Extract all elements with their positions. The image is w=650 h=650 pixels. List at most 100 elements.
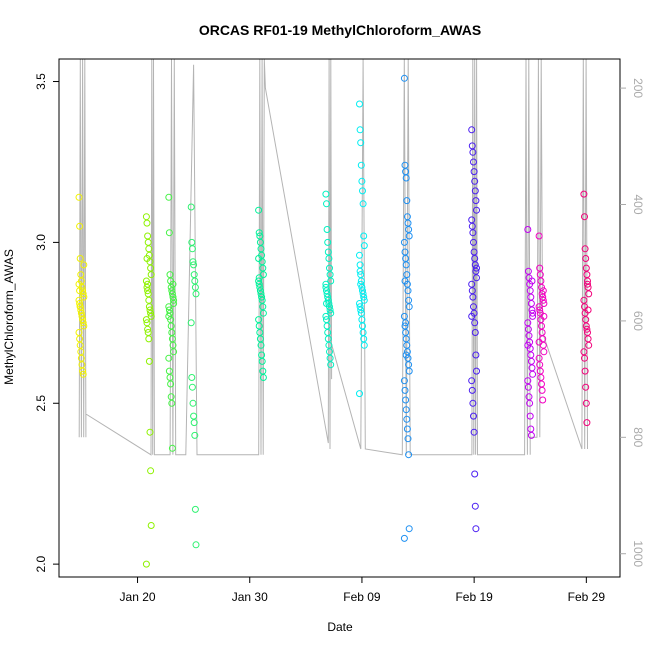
data-point <box>402 396 410 404</box>
data-point <box>79 370 87 378</box>
data-point <box>356 100 363 108</box>
data-point <box>540 348 548 356</box>
series-rf05 <box>255 206 267 381</box>
data-point <box>360 232 368 240</box>
data-point <box>324 293 332 301</box>
data-point <box>524 341 532 349</box>
data-point <box>77 306 85 314</box>
data-point <box>402 406 410 414</box>
altitude-tick-label: 400 <box>631 194 645 214</box>
data-point <box>190 419 198 427</box>
data-point <box>143 319 151 327</box>
data-point <box>76 255 84 262</box>
data-point <box>146 306 154 314</box>
data-point <box>75 193 83 201</box>
data-point <box>187 319 195 327</box>
data-point <box>76 303 84 311</box>
data-point <box>401 386 409 394</box>
data-point <box>471 187 479 195</box>
series-rf04 <box>187 203 200 549</box>
data-point <box>468 386 476 394</box>
data-point <box>471 470 479 478</box>
data-point <box>189 399 197 407</box>
altitude-tick-label: 1000 <box>631 540 645 567</box>
data-point <box>167 380 175 388</box>
data-point <box>405 226 413 233</box>
data-point <box>190 412 198 420</box>
y-tick-label: 3.5 <box>34 73 48 90</box>
data-point <box>169 341 177 349</box>
series-rf07 <box>356 100 368 398</box>
data-point <box>323 290 331 298</box>
data-points <box>75 74 593 568</box>
series-rf12 <box>580 190 593 427</box>
data-point <box>359 287 366 295</box>
data-point <box>167 393 175 401</box>
data-point <box>327 277 335 285</box>
data-point <box>76 300 84 307</box>
data-point <box>188 245 196 253</box>
data-point <box>356 251 363 259</box>
data-point <box>144 325 152 333</box>
data-point <box>472 197 480 205</box>
data-point <box>75 296 83 304</box>
data-point <box>403 425 411 433</box>
data-point <box>403 415 411 423</box>
data-point <box>147 312 155 320</box>
data-point <box>535 338 543 346</box>
data-point <box>255 274 263 282</box>
data-point <box>147 264 155 272</box>
x-tick-label: Feb 29 <box>568 590 606 604</box>
data-point <box>400 74 408 82</box>
data-point <box>143 219 151 227</box>
data-point <box>79 319 87 327</box>
data-point <box>145 303 153 311</box>
x-tick-label: Jan 30 <box>232 590 268 604</box>
data-point <box>401 248 409 256</box>
data-point <box>470 428 478 436</box>
data-point <box>170 296 178 304</box>
data-point <box>468 377 476 385</box>
altitude-axis: 200 400 600 800 1000 <box>620 78 645 567</box>
data-point <box>405 232 413 240</box>
data-point <box>470 248 478 256</box>
data-point <box>581 213 588 221</box>
data-point <box>581 354 588 362</box>
data-point <box>144 280 152 288</box>
data-point <box>258 357 266 365</box>
data-point <box>535 303 543 311</box>
data-point <box>257 290 265 298</box>
data-point <box>401 322 409 330</box>
data-point <box>357 306 365 314</box>
data-point <box>77 309 85 317</box>
data-point <box>357 161 365 169</box>
data-point <box>524 267 532 275</box>
data-point <box>142 560 150 568</box>
data-point <box>468 126 476 134</box>
series-rf02 <box>142 213 155 568</box>
data-point <box>526 412 534 420</box>
data-point <box>526 399 534 407</box>
data-point <box>325 255 333 262</box>
data-point <box>403 197 411 205</box>
x-tick-label: Jan 20 <box>120 590 156 604</box>
data-point <box>170 300 178 307</box>
data-point <box>402 261 410 269</box>
data-point <box>357 139 365 147</box>
data-point <box>403 341 411 349</box>
x-axis-label: Date <box>327 620 353 634</box>
data-point <box>259 309 267 317</box>
data-point <box>581 367 589 375</box>
data-point <box>259 303 267 311</box>
data-point <box>145 335 153 343</box>
data-point <box>323 322 331 330</box>
data-point <box>80 293 88 301</box>
data-point <box>469 229 477 237</box>
chart-title: ORCAS RF01-19 MethylChloroform_AWAS <box>199 22 481 38</box>
data-point <box>255 206 263 214</box>
altitude-trace <box>78 58 588 456</box>
data-point <box>527 357 535 365</box>
data-point <box>471 319 479 327</box>
data-point <box>358 283 366 291</box>
x-tick-label: Feb 09 <box>343 590 381 604</box>
